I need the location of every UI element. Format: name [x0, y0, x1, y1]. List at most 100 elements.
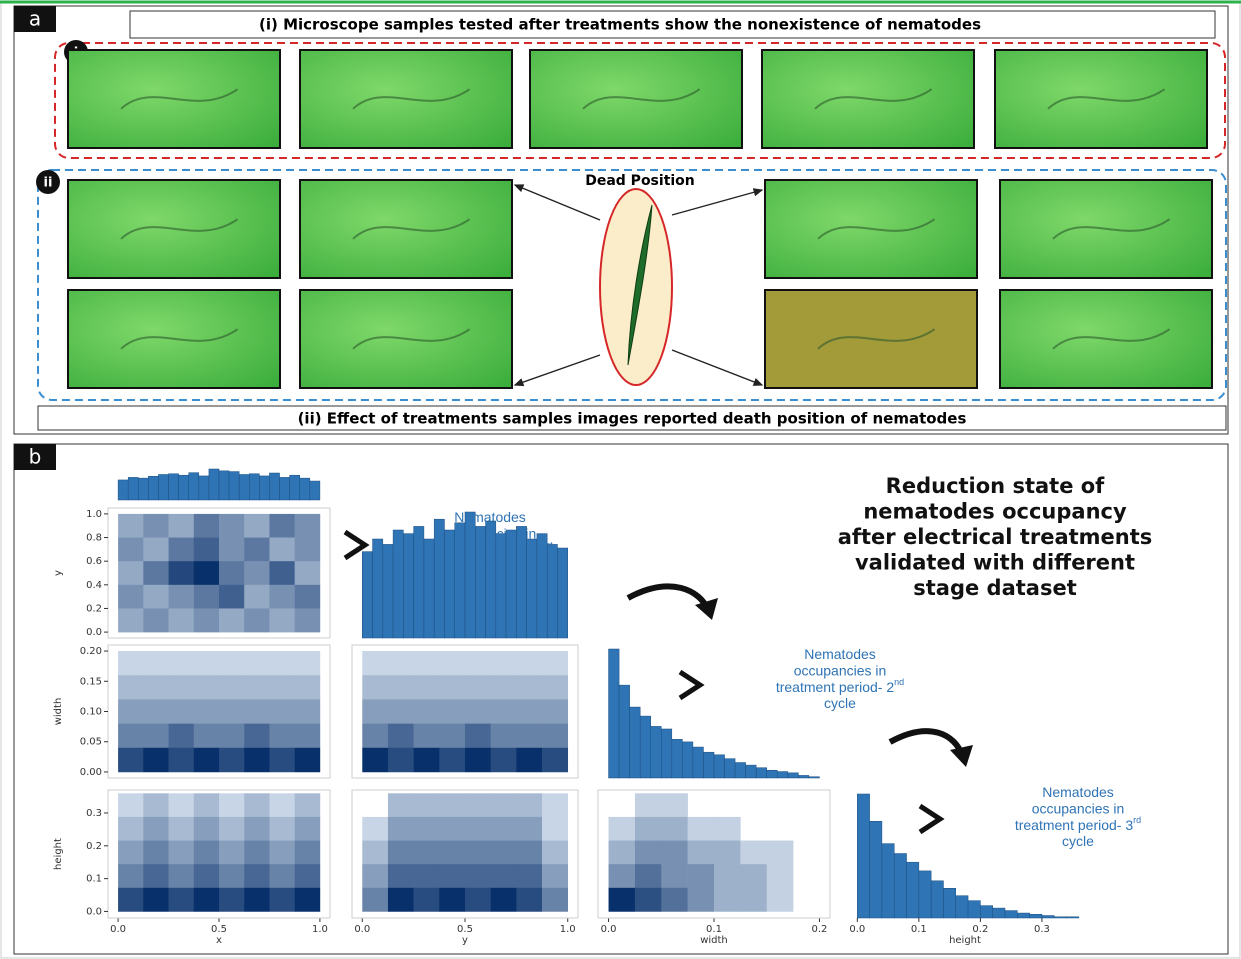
- annotation-line: treatment period- 2nd: [776, 677, 904, 694]
- x-tick-label: 0.1: [706, 924, 722, 935]
- caption: (ii) Effect of treatments samples images…: [298, 410, 967, 428]
- heatmap-cell: [465, 888, 491, 912]
- heatmap-cell: [169, 864, 195, 888]
- heatmap-cell: [491, 748, 517, 772]
- hist-bar: [725, 759, 736, 778]
- heatmap-cell: [465, 864, 491, 888]
- heatmap-cell: [194, 585, 220, 609]
- heatmap-cell: [465, 841, 491, 865]
- y-tick-label: 0.8: [86, 533, 102, 544]
- annotation-line: cycle: [1062, 833, 1094, 849]
- panel-title: (i) Microscope samples tested after trea…: [259, 16, 981, 34]
- heatmap-cell: [269, 514, 295, 538]
- heatmap-cell: [169, 817, 195, 841]
- heatmap-cell: [169, 585, 195, 609]
- heatmap-cell: [295, 561, 321, 585]
- y-tick-label: 0.4: [86, 580, 102, 591]
- heatmap-cell: [244, 864, 270, 888]
- heatmap-cell: [491, 888, 517, 912]
- micrograph: [300, 290, 512, 388]
- hist-bar: [259, 476, 269, 500]
- heatmap-cell: [362, 841, 388, 865]
- heatmap-cell: [414, 699, 440, 723]
- hist-bar: [506, 530, 516, 638]
- x-axis-label: x: [216, 935, 222, 946]
- hist-bar: [475, 526, 485, 638]
- heatmap-cell: [516, 724, 542, 748]
- heatmap-cell: [269, 608, 295, 632]
- heatmap-cell: [143, 817, 169, 841]
- heatmap-cell: [118, 817, 144, 841]
- heatmap-cell: [635, 841, 662, 865]
- x-tick-label: 0.0: [601, 924, 617, 935]
- hist-bar: [857, 794, 869, 918]
- heatmap-cell: [362, 817, 388, 841]
- annotation-line: occupancies in: [794, 662, 887, 678]
- heatmap-cell: [219, 748, 245, 772]
- heatmap-cell: [542, 748, 568, 772]
- heatmap-cell: [169, 538, 195, 562]
- heatmap-cell: [118, 585, 144, 609]
- heatmap-cell: [143, 561, 169, 585]
- heatmap-cell: [219, 888, 245, 912]
- hist-bar: [993, 908, 1005, 918]
- heatmap-cell: [169, 724, 195, 748]
- hist-bar: [956, 896, 968, 918]
- heatmap-cell: [244, 841, 270, 865]
- annotation-text: treatment period- 3: [1015, 817, 1133, 833]
- hist-bar: [219, 471, 229, 500]
- heatmap-cell: [362, 888, 388, 912]
- heatmap-cell: [516, 651, 542, 675]
- heatmap-cell: [219, 514, 245, 538]
- heatmap-cell: [169, 699, 195, 723]
- hist-bar: [414, 526, 424, 638]
- x-tick-label: 0.3: [1034, 924, 1050, 935]
- heatmap-cell: [661, 793, 688, 817]
- hist-bar: [547, 544, 557, 638]
- y-tick-label: 0.20: [80, 646, 102, 657]
- annotation-line: Nematodes: [1042, 784, 1114, 800]
- heatmap-cell: [388, 864, 414, 888]
- heatmap-cell: [414, 651, 440, 675]
- heatmap-cell: [219, 864, 245, 888]
- heatmap-cell: [414, 675, 440, 699]
- heatmap-cell: [219, 699, 245, 723]
- heatmap-cell: [542, 651, 568, 675]
- micrograph: [68, 50, 280, 148]
- heatmap-cell: [516, 817, 542, 841]
- heatmap-cell: [269, 699, 295, 723]
- micrograph: [530, 50, 742, 148]
- heatmap-cell: [688, 864, 715, 888]
- heatmap-cell: [767, 888, 794, 912]
- heatmap-cell: [295, 748, 321, 772]
- heatmap-cell: [269, 724, 295, 748]
- hist-bar: [310, 481, 320, 500]
- x-tick-label: 0.0: [110, 924, 126, 935]
- hist-bar: [746, 765, 757, 778]
- hist-bar: [894, 854, 906, 918]
- heatmap-cell: [169, 561, 195, 585]
- heatmap-cell: [465, 675, 491, 699]
- heatmap-cell: [439, 817, 465, 841]
- x-tick-label: 0.2: [812, 924, 828, 935]
- heatmap-cell: [414, 793, 440, 817]
- heatmap-cell: [118, 724, 144, 748]
- x-tick-label: 0.5: [457, 924, 473, 935]
- heatmap-cell: [219, 585, 245, 609]
- heatmap-cell: [414, 817, 440, 841]
- hist-bar: [809, 777, 820, 778]
- annotation-line: cycle: [824, 695, 856, 711]
- heatmap-cell: [143, 608, 169, 632]
- heatmap-cell: [143, 675, 169, 699]
- heatmap-cell: [194, 651, 220, 675]
- hist-bar: [788, 773, 799, 778]
- hist-bar: [362, 552, 372, 638]
- heading-line: Reduction state of: [886, 474, 1105, 498]
- heatmap-cell: [542, 841, 568, 865]
- heatmap-cell: [169, 841, 195, 865]
- hist-bar: [682, 742, 693, 778]
- hist-bar: [424, 539, 434, 638]
- heatmap-cell: [609, 864, 636, 888]
- annotation-text: Nematodes: [1042, 784, 1114, 800]
- hist-bar: [798, 775, 809, 778]
